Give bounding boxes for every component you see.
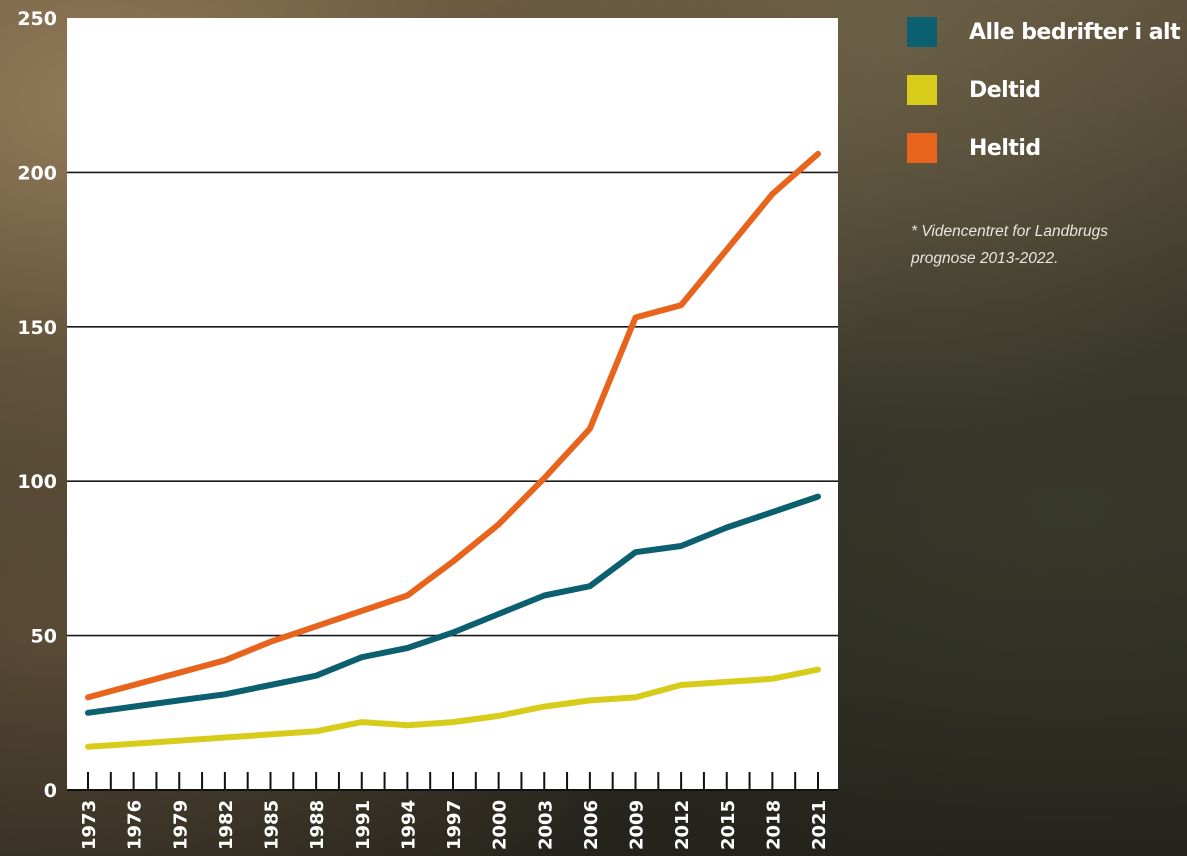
legend-item-alle: Alle bedrifter i alt [907,14,1181,50]
legend-label-deltid: Deltid [969,77,1041,103]
y-tick-label: 0 [44,780,57,802]
x-tick-label: 1979 [170,800,191,850]
legend-item-deltid: Deltid [907,72,1180,108]
y-tick-label: 250 [17,8,57,30]
x-tick-label: 1988 [307,800,328,850]
y-axis-labels: 0 50 100 150 200 250 [17,8,57,802]
source-note: * Videncentret for Landbrugs prognose 20… [911,223,1109,267]
x-tick-label: 1982 [216,800,237,850]
y-tick-label: 100 [17,471,57,493]
x-tick-label: 1976 [125,800,146,850]
x-axis-labels: 1973 1976 1979 1982 1985 1988 1991 1994 1997 2000… [79,800,830,850]
legend-label-alle: Alle bedrifter i alt [969,19,1181,45]
series-line-alle-bedrifter-i-alt [85,493,821,716]
legend-swatch-heltid [907,133,937,163]
x-tick-label: 1994 [398,800,419,850]
x-tick-label: 1973 [79,800,100,850]
series-line-heltid [85,150,821,701]
y-tick-label: 50 [31,626,57,648]
x-tick-label: 2018 [763,800,784,850]
plot-area [67,18,838,790]
x-tick-label: 2003 [535,800,556,850]
series-lines [85,150,821,750]
x-tick-label: 2009 [627,800,648,850]
legend: Alle bedrifter i alt Deltid Heltid [907,14,1181,188]
x-tick-label: 2006 [581,800,602,850]
series-line-deltid [85,666,821,750]
x-tick-label: 2012 [672,800,693,850]
legend-swatch-deltid [907,75,937,105]
x-tick-label: 1997 [444,800,465,850]
x-tick-label: 2021 [809,800,830,850]
x-tick-marks [87,772,819,790]
legend-swatch-alle [907,17,937,47]
x-tick-label: 2000 [490,800,511,850]
legend-item-heltid: Heltid [907,130,1180,166]
y-tick-label: 150 [17,317,57,339]
x-tick-label: 1991 [353,800,374,850]
legend-label-heltid: Heltid [969,135,1041,161]
x-tick-label: 2015 [718,800,739,850]
x-tick-label: 1985 [262,800,283,850]
y-tick-label: 200 [17,162,57,184]
